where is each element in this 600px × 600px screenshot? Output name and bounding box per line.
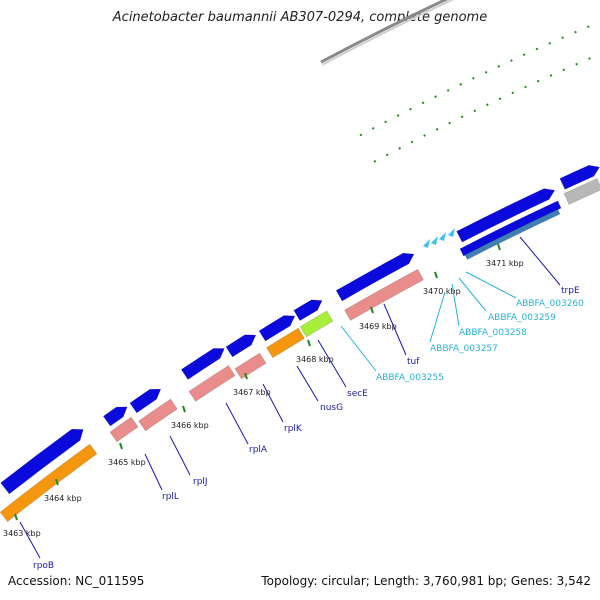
leader-line [451, 283, 460, 327]
leader-line [458, 277, 487, 312]
tick-label: 3464 kbp [44, 494, 82, 503]
gene-cds-shape [180, 348, 225, 380]
leader-line [296, 365, 319, 402]
tick-label: 3469 kbp [359, 322, 397, 331]
leader-line [383, 303, 407, 356]
gene-pink-shape [188, 365, 236, 402]
leader-line [169, 435, 191, 476]
tick-label: 3466 kbp [171, 421, 209, 430]
gene-grey-shape [563, 178, 600, 205]
gene-cds-shape [129, 388, 162, 414]
small-feature-arrow-2 [439, 232, 446, 241]
leader-line [465, 271, 517, 299]
gene-labels: rpoB rplL rplJ rplA rplK nusG secE ABBFA_003255… [19, 236, 584, 571]
gene-cds-shape [456, 188, 556, 243]
leader-line [225, 402, 249, 445]
gene-green-shape [299, 310, 334, 338]
tick-mark [14, 513, 18, 521]
gene-cds-shape [258, 315, 296, 342]
small-feature-arrow-3 [448, 228, 455, 237]
gene-label: secE [347, 389, 368, 399]
tick-label: 3470 kbp [423, 287, 461, 296]
leader-line [340, 325, 377, 372]
leader-line [19, 521, 41, 559]
tick-label: 3465 kbp [108, 458, 146, 467]
gene-label: nusG [320, 403, 343, 413]
gene-label: rplL [162, 492, 179, 502]
leader-line [519, 236, 561, 286]
leader-line [144, 453, 163, 491]
gene-label: tuf [407, 357, 420, 367]
tick-mark [497, 243, 501, 251]
tick-label: 3467 kbp [233, 388, 271, 397]
tick-mark [244, 372, 248, 380]
gene-teal-shape [464, 209, 561, 260]
tick-label: 3463 kbp [3, 529, 41, 538]
gene-cds-shape [293, 299, 323, 322]
gene-label: ABBFA_003257 [430, 344, 498, 354]
gene-rpoB-shape [0, 428, 84, 495]
leader-line [429, 291, 446, 343]
gene-label: rplK [284, 424, 303, 434]
gene-label: rpoB [33, 561, 54, 571]
gene-pink-shape [344, 268, 424, 321]
gene-pink-shape [234, 352, 267, 380]
gene-pink-shape [109, 416, 139, 443]
backbone-line-outer [320, 0, 449, 64]
gene-features [0, 164, 600, 523]
tick-mark [55, 478, 59, 486]
backbone-line-inner [321, 0, 455, 66]
tick-mark [434, 271, 438, 279]
accession-text: Accession: NC_011595 [8, 574, 145, 588]
gene-label: ABBFA_003258 [459, 328, 527, 338]
genome-backbone [320, 0, 455, 66]
tick-label: 3468 kbp [296, 355, 334, 364]
tick-mark [307, 339, 311, 347]
tick-mark [119, 442, 123, 450]
small-feature-arrow-0 [423, 239, 430, 248]
gene-pink-shape [138, 398, 178, 432]
tick-mark [370, 306, 374, 314]
gene-cds-shape [335, 252, 415, 302]
gene-orange-shape [266, 327, 305, 359]
gene-cds-shape [225, 334, 257, 358]
gene-label: ABBFA_003260 [516, 299, 584, 309]
map-title: Acinetobacter baumannii AB307-0294, comp… [112, 10, 488, 25]
small-feature-arrow-1 [431, 236, 438, 245]
dotted-arc-1 [359, 20, 600, 137]
gene-label: rplJ [193, 477, 208, 487]
tick-mark [182, 405, 186, 413]
gene-label: trpE [561, 286, 580, 296]
gene-label: ABBFA_003259 [488, 313, 556, 323]
kbp-ticks: 3463 kbp 3464 kbp 3465 kbp 3466 kbp 3467 kbp… [3, 243, 524, 538]
leader-line [262, 383, 284, 423]
dotted-guide-arcs [359, 20, 600, 163]
genome-summary-text: Topology: circular; Length: 3,760,981 bp… [261, 574, 591, 588]
tick-label: 3471 kbp [486, 259, 524, 268]
leader-line [317, 339, 347, 388]
gene-label: ABBFA_003255 [376, 373, 444, 383]
gene-cds-shape [102, 406, 128, 427]
gene-cds-shape [559, 164, 600, 190]
dotted-arc-2 [373, 53, 600, 163]
gene-label: rplA [249, 445, 268, 455]
